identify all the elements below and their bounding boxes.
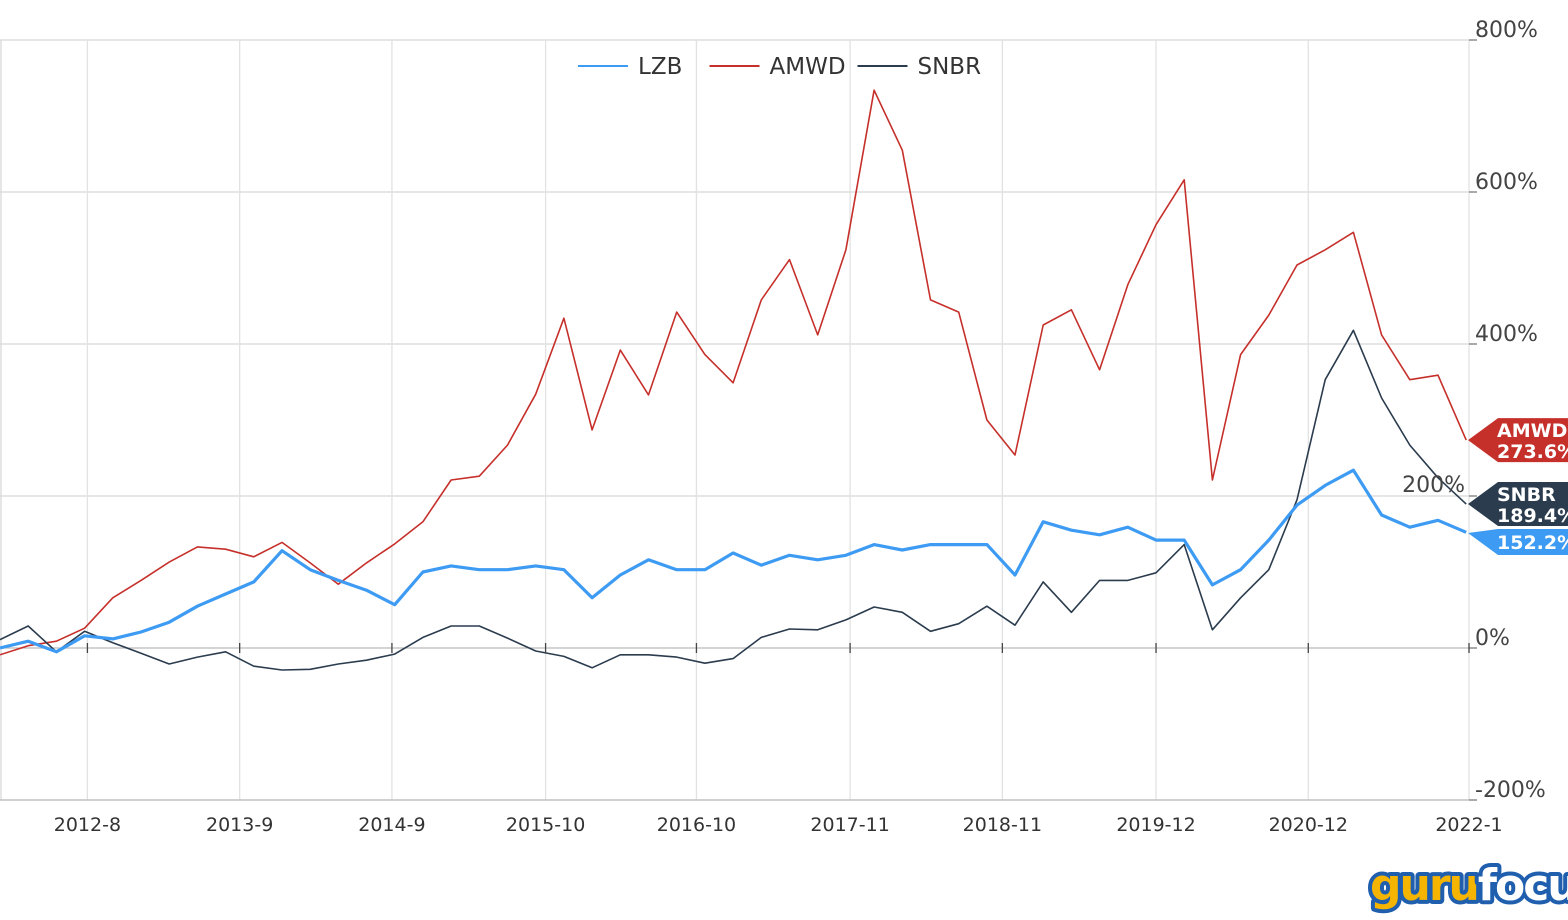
legend-item-snbr[interactable]: SNBR <box>857 54 982 80</box>
logo-focus: focus <box>1478 860 1568 911</box>
legend-item-amwd[interactable]: AMWD <box>709 54 846 80</box>
legend-label: SNBR <box>918 54 982 80</box>
x-tick-label: 2022-1 <box>1435 814 1502 836</box>
y-tick-label: -200% <box>1475 778 1546 803</box>
y-tick-label: 400% <box>1475 322 1538 347</box>
grid-lines <box>0 39 1470 801</box>
x-tick-label: 2015-10 <box>506 814 585 836</box>
legend-item-lzb[interactable]: LZB <box>578 54 682 80</box>
svg-text:gurufocus: gurufocus <box>1370 860 1568 911</box>
series-line-lzb <box>0 468 1467 654</box>
x-tick-label: 2012-8 <box>54 814 121 836</box>
axes: 800% 600% 400% 200% 0% -200% 2012-8 2013-9 2014-… <box>0 18 1546 836</box>
badge-shape <box>1468 529 1568 556</box>
badge-value: 152.2% <box>1497 532 1568 554</box>
badge-value: 189.4% <box>1497 505 1568 527</box>
x-tick-label: 2018-11 <box>963 814 1042 836</box>
x-tick-label: 2017-11 <box>810 814 889 836</box>
x-tick-label: 2019-12 <box>1116 814 1195 836</box>
series-line-amwd <box>0 89 1467 656</box>
logo-guru: guru <box>1370 860 1478 911</box>
badge-shape <box>1468 418 1568 463</box>
y-tick-label: 200% <box>1402 473 1465 498</box>
series-line-snbr <box>0 329 1467 671</box>
badge-lzb: 152.2% <box>1468 529 1568 556</box>
y-tick-label: 0% <box>1475 626 1510 651</box>
y-tick-label: 800% <box>1475 18 1538 43</box>
x-tick-label: 2016-10 <box>657 814 736 836</box>
legend-label: AMWD <box>770 54 846 80</box>
gurufocus-logo: gurufocus <box>1366 856 1568 915</box>
x-tick-label: 2014-9 <box>358 814 425 836</box>
badge-shape <box>1468 482 1568 527</box>
badge-ticker: SNBR <box>1497 484 1556 506</box>
badge-value: 273.6% <box>1497 441 1568 463</box>
y-tick-label: 600% <box>1475 170 1538 195</box>
legend[interactable]: LZB AMWD SNBR <box>578 54 981 80</box>
x-tick-label: 2013-9 <box>206 814 273 836</box>
series-lines <box>0 89 1467 671</box>
badge-ticker: AMWD <box>1497 420 1567 442</box>
x-tick-label: 2020-12 <box>1269 814 1348 836</box>
legend-label: LZB <box>638 54 682 80</box>
